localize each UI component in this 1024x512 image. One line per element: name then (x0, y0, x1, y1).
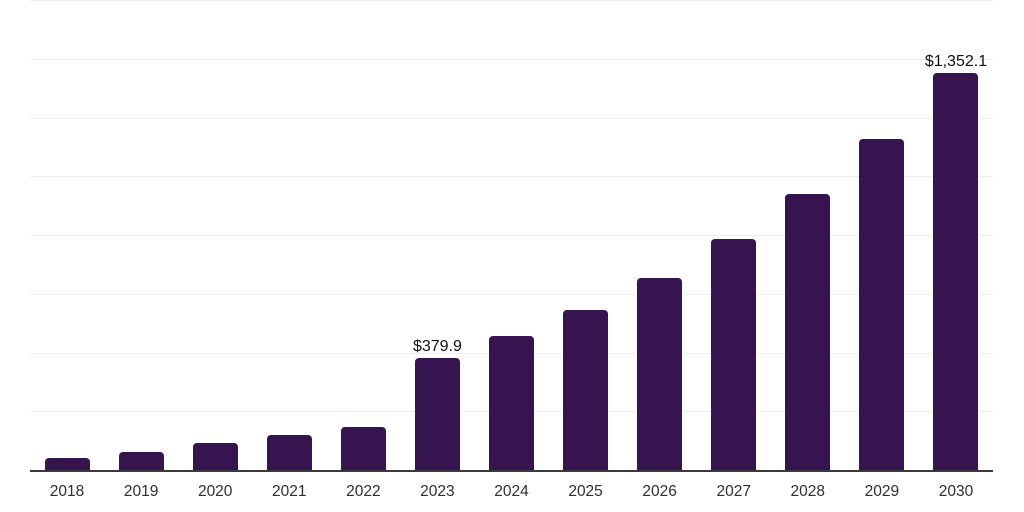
bar-2028 (785, 193, 831, 470)
bar-2029 (859, 138, 905, 470)
bar-2024 (489, 336, 534, 470)
x-tick-2022: 2022 (346, 483, 381, 500)
bar-2030 (933, 72, 979, 470)
bar-2020 (192, 442, 238, 470)
x-tick-2023: 2023 (420, 483, 455, 500)
bar-2026 (637, 277, 683, 470)
gridline-1600 (30, 0, 993, 1)
x-tick-2030: 2030 (938, 483, 974, 500)
gridline-600 (30, 293, 993, 295)
plot-area (30, 0, 993, 472)
gridline-1000 (30, 176, 993, 178)
gridline-1200 (30, 117, 993, 119)
x-tick-2029: 2029 (864, 483, 900, 500)
x-tick-2021: 2021 (272, 483, 307, 500)
bar-2025 (563, 309, 609, 470)
gridline-800 (30, 235, 993, 236)
x-tick-2018: 2018 (49, 483, 85, 500)
bar-2027 (711, 239, 757, 470)
gridline-1400 (30, 58, 993, 60)
x-tick-2027: 2027 (716, 483, 751, 500)
x-tick-2024: 2024 (494, 483, 529, 500)
bar-2022 (340, 427, 386, 470)
x-axis-line (30, 470, 993, 472)
x-tick-2025: 2025 (568, 483, 603, 500)
value-label-2030: $1,352.1 (924, 52, 988, 70)
x-tick-2020: 2020 (197, 483, 233, 500)
bar-2021 (266, 435, 312, 470)
bar-2018 (44, 457, 90, 470)
x-tick-2028: 2028 (790, 483, 826, 500)
x-tick-2019: 2019 (123, 483, 159, 500)
value-label-2023: $379.9 (412, 338, 462, 356)
bar-2023 (414, 358, 460, 470)
x-tick-2026: 2026 (642, 483, 677, 500)
bar-2019 (118, 451, 164, 470)
